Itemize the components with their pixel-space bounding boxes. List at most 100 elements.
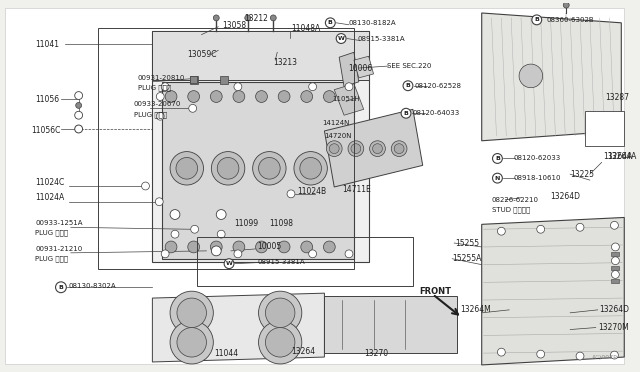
Text: 11099: 11099 bbox=[234, 219, 258, 228]
Circle shape bbox=[217, 157, 239, 179]
Circle shape bbox=[170, 291, 213, 334]
Circle shape bbox=[188, 241, 200, 253]
Text: 13270M: 13270M bbox=[598, 323, 628, 332]
Circle shape bbox=[216, 209, 226, 219]
Circle shape bbox=[294, 152, 328, 185]
Text: 08120-62528: 08120-62528 bbox=[415, 83, 462, 89]
Text: PLUG プラグ: PLUG プラグ bbox=[134, 111, 167, 118]
Text: 11024C: 11024C bbox=[35, 177, 65, 187]
Circle shape bbox=[234, 83, 242, 91]
Bar bbox=[324, 296, 457, 353]
Bar bbox=[585, 111, 624, 146]
Polygon shape bbox=[354, 56, 374, 78]
Circle shape bbox=[244, 15, 251, 21]
Text: 00933-20670: 00933-20670 bbox=[134, 102, 181, 108]
Circle shape bbox=[325, 18, 335, 28]
Circle shape bbox=[345, 83, 353, 91]
Text: 13264D: 13264D bbox=[600, 305, 630, 314]
Text: 13264A: 13264A bbox=[607, 152, 637, 161]
Circle shape bbox=[255, 91, 268, 102]
Text: 13264A: 13264A bbox=[604, 152, 633, 161]
Circle shape bbox=[255, 241, 268, 253]
Circle shape bbox=[401, 108, 411, 118]
Circle shape bbox=[233, 241, 244, 253]
Circle shape bbox=[563, 2, 569, 8]
Circle shape bbox=[253, 152, 286, 185]
Circle shape bbox=[189, 105, 196, 112]
Text: 11024B: 11024B bbox=[297, 187, 326, 196]
Circle shape bbox=[213, 15, 220, 21]
Text: B: B bbox=[495, 156, 500, 161]
Circle shape bbox=[326, 141, 342, 157]
Circle shape bbox=[56, 282, 67, 293]
Text: 14720N: 14720N bbox=[324, 133, 352, 139]
Circle shape bbox=[259, 321, 302, 364]
Circle shape bbox=[278, 241, 290, 253]
Bar bbox=[611, 266, 620, 270]
Circle shape bbox=[266, 328, 295, 357]
Circle shape bbox=[370, 141, 385, 157]
Circle shape bbox=[301, 91, 312, 102]
Text: 14711E: 14711E bbox=[342, 185, 371, 195]
Text: SEE SEC.220: SEE SEC.220 bbox=[387, 63, 432, 69]
Circle shape bbox=[170, 209, 180, 219]
Bar bbox=[220, 76, 228, 84]
Circle shape bbox=[611, 270, 620, 278]
Circle shape bbox=[308, 83, 317, 91]
Text: 08915-3381A: 08915-3381A bbox=[358, 36, 406, 42]
Text: 11024A: 11024A bbox=[35, 193, 65, 202]
Text: FRONT: FRONT bbox=[419, 287, 451, 296]
Text: 11056: 11056 bbox=[35, 95, 60, 104]
Text: 11048A: 11048A bbox=[291, 24, 320, 33]
Circle shape bbox=[611, 257, 620, 264]
Text: 08226-62210: 08226-62210 bbox=[492, 197, 538, 203]
Circle shape bbox=[266, 298, 295, 328]
Circle shape bbox=[519, 64, 543, 88]
Circle shape bbox=[161, 250, 169, 258]
Circle shape bbox=[141, 182, 149, 190]
Circle shape bbox=[351, 144, 361, 154]
Text: 11056C: 11056C bbox=[31, 126, 61, 135]
Circle shape bbox=[259, 291, 302, 334]
Circle shape bbox=[611, 221, 618, 229]
Text: 13264D: 13264D bbox=[550, 192, 580, 201]
Text: B: B bbox=[404, 111, 408, 116]
Text: PLUG プラグ: PLUG プラグ bbox=[138, 84, 171, 91]
Text: 10006: 10006 bbox=[348, 64, 372, 73]
Text: 00931-21210: 00931-21210 bbox=[35, 246, 83, 252]
Bar bbox=[152, 31, 369, 80]
Circle shape bbox=[576, 223, 584, 231]
Circle shape bbox=[323, 241, 335, 253]
Circle shape bbox=[170, 321, 213, 364]
Text: 08360-6302B: 08360-6302B bbox=[547, 17, 594, 23]
Text: 08130-8182A: 08130-8182A bbox=[348, 20, 396, 26]
Text: 13212: 13212 bbox=[244, 15, 268, 23]
Circle shape bbox=[270, 15, 276, 21]
Circle shape bbox=[188, 91, 200, 102]
Circle shape bbox=[75, 125, 83, 133]
Circle shape bbox=[156, 198, 163, 206]
Text: PLUG プラグ: PLUG プラグ bbox=[35, 256, 68, 262]
Text: N: N bbox=[495, 176, 500, 181]
Circle shape bbox=[493, 173, 502, 183]
Circle shape bbox=[493, 154, 502, 163]
Polygon shape bbox=[339, 52, 359, 87]
Text: W: W bbox=[226, 261, 232, 266]
Circle shape bbox=[177, 298, 207, 328]
Polygon shape bbox=[482, 13, 621, 141]
Circle shape bbox=[497, 227, 506, 235]
Circle shape bbox=[161, 83, 169, 91]
Circle shape bbox=[177, 328, 207, 357]
Circle shape bbox=[211, 241, 222, 253]
Text: 11098: 11098 bbox=[269, 219, 293, 228]
Polygon shape bbox=[152, 293, 324, 362]
Bar bbox=[189, 76, 196, 83]
Circle shape bbox=[217, 230, 225, 238]
Circle shape bbox=[300, 157, 321, 179]
Text: B: B bbox=[406, 83, 410, 88]
Text: B: B bbox=[328, 20, 333, 25]
Circle shape bbox=[259, 157, 280, 179]
Text: 00933-1251A: 00933-1251A bbox=[35, 220, 83, 226]
Circle shape bbox=[537, 350, 545, 358]
Circle shape bbox=[165, 91, 177, 102]
